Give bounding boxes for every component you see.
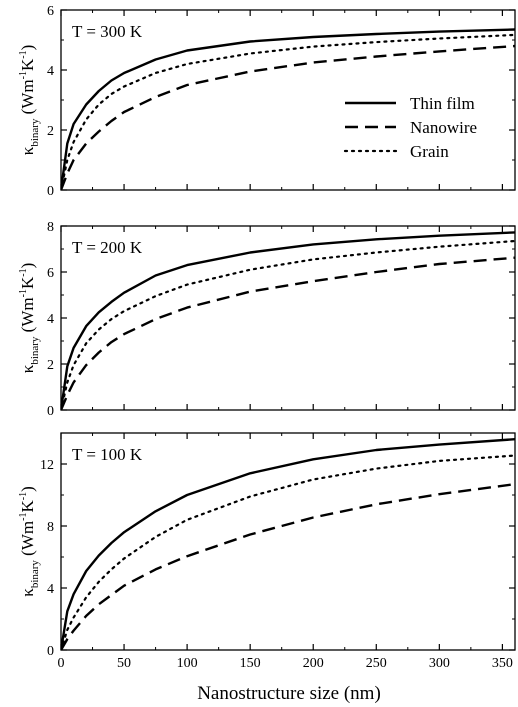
series-line-nanowire — [61, 482, 515, 650]
y-tick-label: 6 — [47, 266, 54, 281]
y-tick-label: 4 — [47, 64, 54, 79]
y-label-subscript: binary — [29, 336, 41, 365]
y-axis-label: κbinary (Wm-1K-1) — [18, 486, 41, 597]
panel-label: T = 300 K — [72, 22, 143, 41]
series-line-thin-film — [61, 28, 515, 190]
y-tick-label: 0 — [47, 184, 54, 199]
y-tick-label: 2 — [47, 124, 54, 139]
y-label-unit: (Wm — [18, 79, 37, 118]
y-label-unit: (Wm — [18, 297, 37, 336]
x-axis-label: Nanostructure size (nm) — [197, 683, 381, 704]
x-tick-label: 150 — [240, 656, 261, 671]
legend-label: Grain — [410, 142, 449, 161]
x-tick-label: 300 — [429, 656, 450, 671]
y-tick-label: 6 — [47, 4, 54, 19]
x-tick-label: 200 — [303, 656, 324, 671]
y-label-superscript: -1 — [18, 50, 29, 58]
y-tick-label: 0 — [47, 644, 54, 659]
panel-label: T = 200 K — [72, 238, 143, 257]
y-tick-label: 8 — [47, 220, 54, 235]
y-label-superscript: -1 — [18, 268, 29, 276]
y-label-subscript: binary — [29, 118, 41, 147]
y-label-unit: (Wm — [18, 521, 37, 560]
y-label-subscript: binary — [29, 560, 41, 589]
y-label-unit: ) — [18, 45, 37, 51]
series-line-grain — [61, 454, 515, 650]
y-label-unit: K — [18, 58, 37, 71]
y-tick-label: 4 — [47, 312, 54, 327]
y-tick-label: 4 — [47, 582, 54, 597]
y-label-superscript: -1 — [18, 492, 29, 500]
series-line-nanowire — [61, 44, 515, 190]
panel-label: T = 100 K — [72, 445, 143, 464]
x-tick-label: 0 — [58, 656, 65, 671]
series-line-grain — [61, 239, 515, 410]
y-label-superscript: -1 — [18, 513, 29, 521]
x-tick-label: 250 — [366, 656, 387, 671]
y-label-symbol: κ — [18, 364, 37, 373]
y-axis-label: κbinary (Wm-1K-1) — [18, 45, 41, 156]
legend-label: Thin film — [410, 94, 475, 113]
legend-label: Nanowire — [410, 118, 477, 137]
y-tick-label: 2 — [47, 358, 54, 373]
y-tick-label: 12 — [40, 458, 54, 473]
x-tick-label: 100 — [177, 656, 198, 671]
series-line-thin-film — [61, 231, 515, 410]
plot-frame — [60, 432, 516, 651]
y-label-unit: K — [18, 500, 37, 513]
y-label-symbol: κ — [18, 146, 37, 155]
y-label-superscript: -1 — [18, 289, 29, 297]
y-axis-label: κbinary (Wm-1K-1) — [18, 263, 41, 374]
y-label-symbol: κ — [18, 588, 37, 597]
series-line-nanowire — [61, 256, 515, 410]
y-label-unit: ) — [18, 486, 37, 492]
series-line-thin-film — [61, 438, 515, 650]
y-tick-label: 0 — [47, 404, 54, 419]
x-tick-label: 350 — [492, 656, 513, 671]
y-label-superscript: -1 — [18, 71, 29, 79]
y-tick-label: 8 — [47, 520, 54, 535]
x-tick-label: 50 — [117, 656, 131, 671]
y-label-unit: ) — [18, 263, 37, 269]
y-label-unit: K — [18, 276, 37, 289]
series-line-grain — [61, 33, 515, 190]
